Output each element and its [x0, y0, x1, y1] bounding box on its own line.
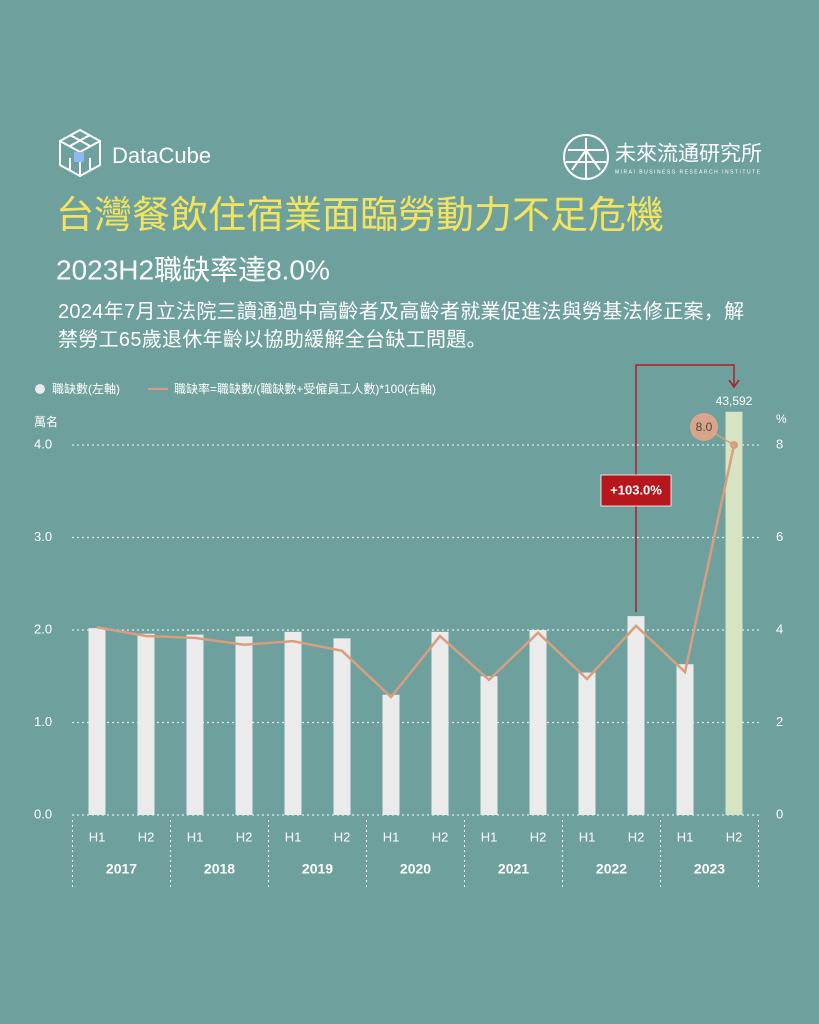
- bar: [725, 411, 743, 815]
- line: [96, 444, 736, 699]
- x-tick-label: H1: [187, 829, 204, 844]
- y-tick-label: 0.0: [34, 806, 52, 821]
- y2-tick-label: 4: [776, 621, 783, 636]
- x-tick-label: H2: [628, 829, 645, 844]
- bar: [431, 631, 449, 815]
- bar: [676, 664, 694, 815]
- y-axis-label: 萬名: [34, 414, 58, 429]
- bar: [480, 676, 498, 815]
- line-point: [730, 441, 738, 449]
- bar: [284, 631, 302, 815]
- datacube-logo: [59, 128, 101, 178]
- bar: [235, 636, 253, 815]
- x-group-label: 2021: [498, 861, 529, 877]
- x-tick-label: H1: [89, 829, 106, 844]
- y-tick-label: 3.0: [34, 529, 52, 544]
- brand-right-sub: MIRAI BUSINESS RESEARCH INSTITUTE: [615, 169, 761, 175]
- bar: [578, 672, 596, 815]
- brand-left: DataCube: [112, 143, 211, 168]
- x-tick-label: H1: [383, 829, 400, 844]
- chart-subtitle: 2023H2職缺率達8.0%: [56, 254, 330, 285]
- x-group-label: 2017: [106, 861, 137, 877]
- y-tick-label: 2.0: [34, 621, 52, 636]
- y2-tick-label: 6: [776, 529, 783, 544]
- y-tick-label: 1.0: [34, 714, 52, 729]
- x-tick-label: H1: [285, 829, 302, 844]
- bar-value-label: 43,592: [716, 394, 753, 408]
- x-tick-label: H2: [334, 829, 351, 844]
- chart-title: 台灣餐飲住宿業面臨勞動力不足危機: [56, 195, 664, 237]
- x-group-label: 2018: [204, 861, 235, 877]
- y2-tick-label: 2: [776, 714, 783, 729]
- y2-tick-label: 0: [776, 806, 783, 821]
- legend-label: 職缺率=職缺數/(職缺數+受僱員工人數)*100(右軸): [174, 381, 436, 396]
- bar: [137, 633, 155, 815]
- bar: [627, 616, 645, 815]
- annotation-text: +103.0%: [610, 482, 662, 497]
- bar: [333, 638, 351, 815]
- x-tick-label: H2: [432, 829, 449, 844]
- legend-marker: [35, 384, 45, 394]
- bar: [529, 630, 547, 815]
- x-tick-label: H1: [481, 829, 498, 844]
- bar: [382, 694, 400, 815]
- label-bubble: [690, 413, 718, 441]
- x-tick-label: H2: [236, 829, 253, 844]
- y-tick-label: 4.0: [34, 436, 52, 451]
- x-group-label: 2022: [596, 861, 627, 877]
- x-group-label: 2023: [694, 861, 725, 877]
- bar: [88, 628, 106, 815]
- legend-label: 職缺數(左軸): [52, 381, 120, 396]
- y2-axis-label: %: [776, 412, 787, 426]
- brand-right: 未來流通研究所: [615, 143, 762, 166]
- mirai-logo: [563, 134, 609, 180]
- x-tick-label: H2: [138, 829, 155, 844]
- x-tick-label: H1: [677, 829, 694, 844]
- annotation-arrowhead: [728, 379, 740, 389]
- x-group-label: 2019: [302, 861, 333, 877]
- bar: [186, 634, 204, 815]
- description: 2024年7月立法院三讀通過中高齡者及高齡者就業促進法與勞基法修正案，解禁勞工6…: [58, 301, 745, 351]
- annotation-box: [600, 474, 672, 507]
- x-tick-label: H1: [579, 829, 596, 844]
- line-value-label: 8.0: [696, 420, 713, 434]
- x-tick-label: H2: [726, 829, 743, 844]
- x-tick-label: H2: [530, 829, 547, 844]
- x-group-label: 2020: [400, 861, 431, 877]
- y2-tick-label: 8: [776, 436, 783, 451]
